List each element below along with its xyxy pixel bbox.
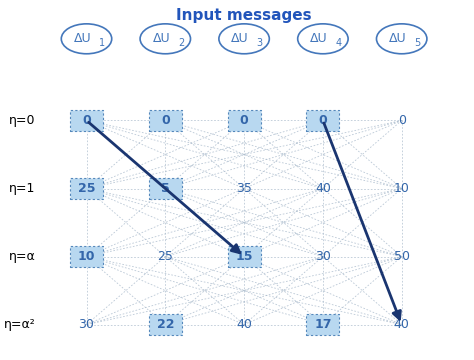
Text: Input messages: Input messages [176, 8, 312, 23]
FancyBboxPatch shape [228, 246, 261, 267]
Text: 2: 2 [178, 38, 184, 48]
Text: η=0: η=0 [9, 114, 35, 127]
Text: 25: 25 [78, 182, 95, 195]
FancyBboxPatch shape [228, 109, 261, 131]
Text: η=1: η=1 [9, 182, 35, 195]
Text: 25: 25 [157, 250, 173, 263]
FancyBboxPatch shape [70, 177, 103, 199]
Text: 0: 0 [240, 114, 248, 127]
Text: ΔU: ΔU [153, 32, 170, 45]
Text: 5: 5 [161, 182, 170, 195]
Text: 15: 15 [236, 250, 253, 263]
Text: 30: 30 [79, 318, 94, 331]
FancyBboxPatch shape [149, 109, 182, 131]
FancyBboxPatch shape [306, 109, 339, 131]
Text: 0: 0 [398, 114, 406, 127]
Text: ΔU: ΔU [74, 32, 91, 45]
FancyBboxPatch shape [149, 314, 182, 336]
Text: 5: 5 [414, 38, 420, 48]
FancyBboxPatch shape [149, 177, 182, 199]
Ellipse shape [61, 24, 112, 54]
Text: 22: 22 [156, 318, 174, 331]
Text: 0: 0 [161, 114, 170, 127]
Text: ΔU: ΔU [310, 32, 328, 45]
Text: 35: 35 [236, 182, 252, 195]
Text: 10: 10 [394, 182, 410, 195]
Text: 3: 3 [257, 38, 263, 48]
Text: 40: 40 [394, 318, 410, 331]
FancyBboxPatch shape [70, 109, 103, 131]
Text: 30: 30 [315, 250, 331, 263]
Text: 1: 1 [99, 38, 105, 48]
Text: η=α²: η=α² [3, 318, 35, 331]
Text: 0: 0 [319, 114, 327, 127]
Ellipse shape [140, 24, 191, 54]
Text: ΔU: ΔU [389, 32, 407, 45]
FancyBboxPatch shape [306, 314, 339, 336]
Ellipse shape [376, 24, 427, 54]
Text: 40: 40 [315, 182, 331, 195]
Text: 4: 4 [336, 38, 342, 48]
FancyBboxPatch shape [70, 246, 103, 267]
Text: 0: 0 [82, 114, 91, 127]
Text: 40: 40 [236, 318, 252, 331]
Text: 10: 10 [78, 250, 95, 263]
Text: 50: 50 [394, 250, 410, 263]
Text: η=α: η=α [9, 250, 35, 263]
Ellipse shape [219, 24, 269, 54]
Text: ΔU: ΔU [231, 32, 249, 45]
Ellipse shape [298, 24, 348, 54]
Text: 17: 17 [314, 318, 332, 331]
